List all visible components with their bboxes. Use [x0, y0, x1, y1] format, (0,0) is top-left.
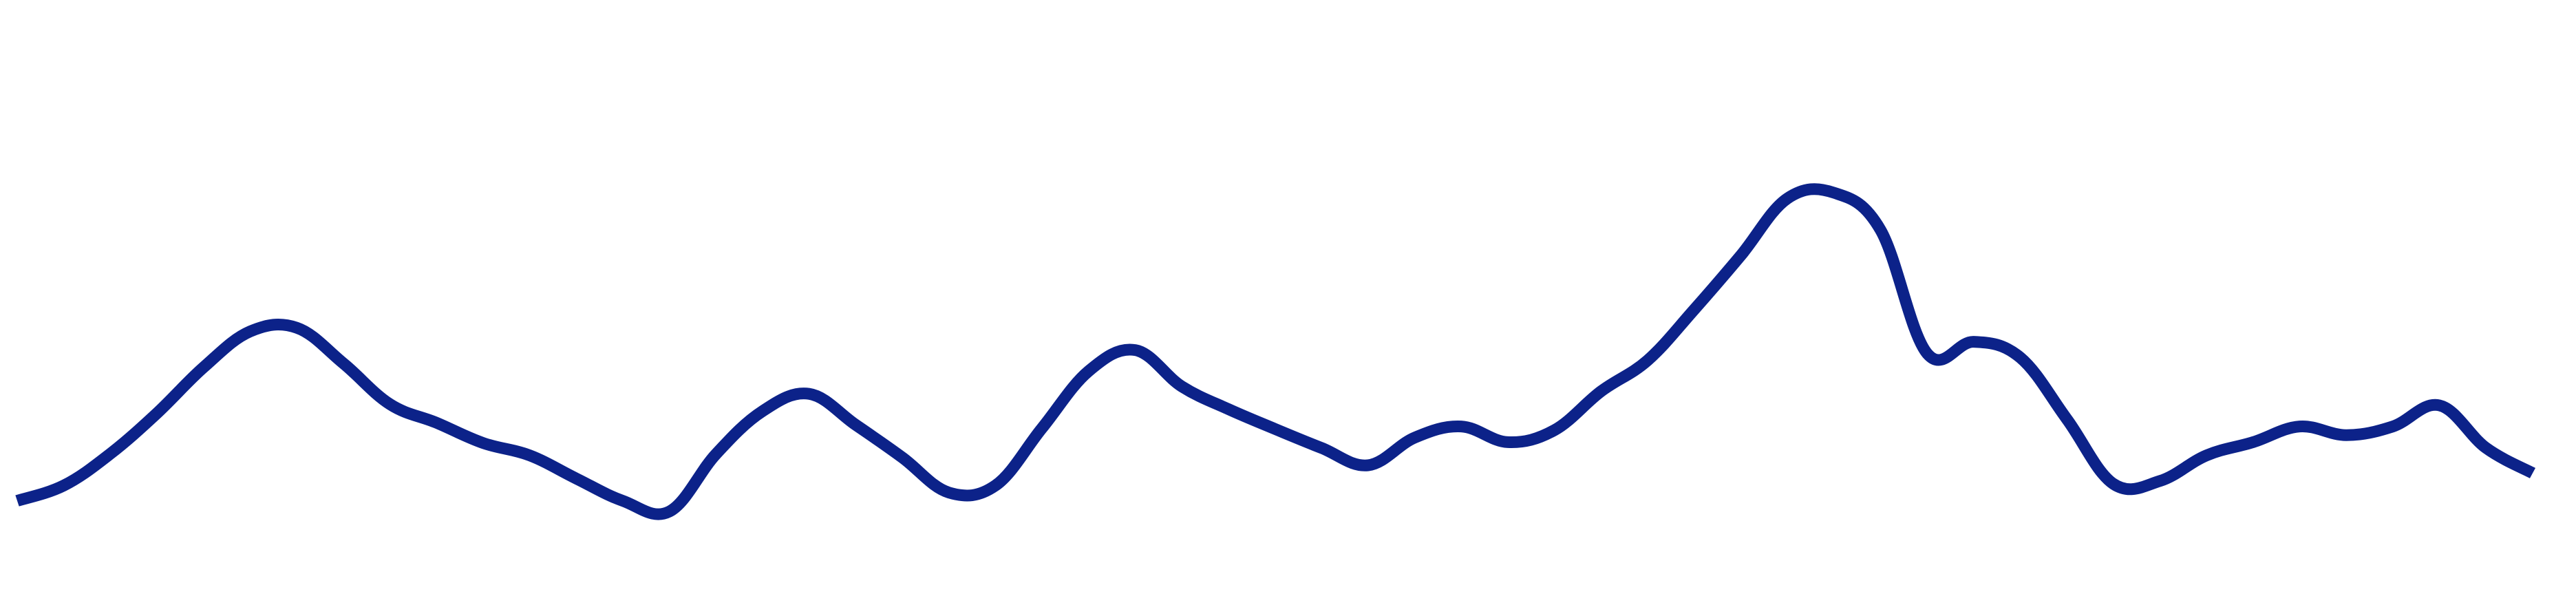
data-point [198, 361, 209, 373]
data-point [803, 388, 815, 400]
data-point [1176, 381, 1188, 392]
data-point [990, 480, 1001, 491]
series-line-0 [15, 183, 2536, 520]
data-point [105, 448, 116, 460]
data-point [2387, 421, 2398, 432]
data-point [291, 322, 303, 334]
data-point [897, 452, 908, 463]
data-point [2201, 449, 2213, 461]
data-point [1642, 354, 1654, 366]
data-point [1222, 403, 1234, 415]
data-point [2527, 467, 2539, 479]
data-point [244, 326, 256, 337]
data-point [2434, 400, 2445, 412]
data-point [12, 495, 23, 507]
data-point [2341, 429, 2352, 441]
data-point [1875, 224, 1886, 236]
data-point [1409, 432, 1420, 443]
data-point [1269, 423, 1281, 435]
data-point [337, 357, 349, 369]
data-point [1595, 385, 1607, 397]
data-point [1456, 421, 1467, 432]
data-point [1688, 304, 1700, 315]
data-point [850, 419, 862, 431]
data-point [1036, 423, 1048, 434]
data-point [1828, 187, 1840, 199]
data-point [1316, 442, 1328, 454]
data-point [477, 437, 489, 449]
data-point [2061, 413, 2073, 425]
series-layer [12, 183, 2539, 520]
data-point [58, 480, 70, 491]
data-point [1782, 193, 1793, 204]
data-point [2014, 352, 2026, 363]
data-point [571, 473, 582, 485]
data-point [2294, 421, 2306, 432]
data-point [1922, 348, 1933, 359]
data-point [943, 487, 955, 498]
data-point [384, 399, 396, 410]
data-point [757, 405, 769, 417]
data-point [1735, 250, 1747, 262]
data-point [663, 506, 675, 518]
data-point [524, 449, 535, 461]
data-point [151, 407, 163, 419]
data-point [2480, 442, 2492, 454]
data-point [2107, 478, 2119, 490]
data-point [1362, 460, 1374, 471]
data-point [1968, 336, 1979, 348]
data-point [2154, 475, 2166, 487]
data-point [710, 448, 722, 460]
data-point [1548, 425, 1560, 436]
data-point [2247, 436, 2259, 448]
data-point [1502, 436, 1513, 448]
data-point [431, 417, 443, 429]
data-point [1129, 344, 1141, 356]
data-point [1083, 365, 1094, 377]
data-point [617, 495, 628, 507]
